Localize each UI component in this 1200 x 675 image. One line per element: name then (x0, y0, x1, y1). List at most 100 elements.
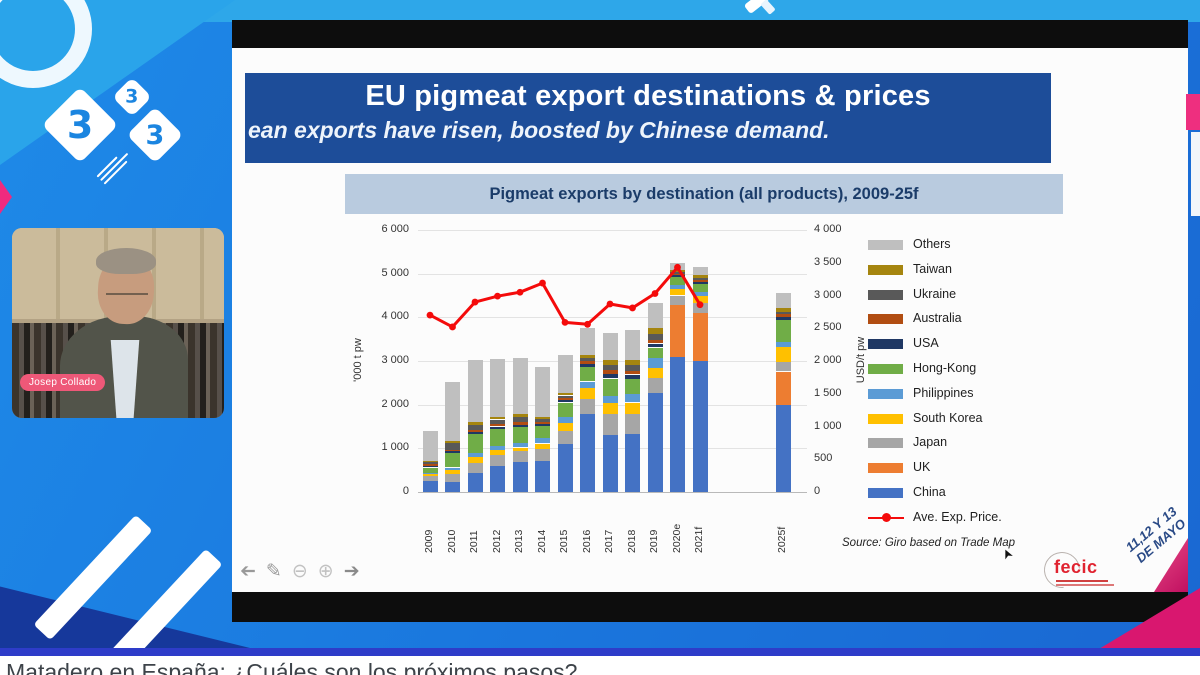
bar-segment-china (625, 434, 640, 492)
bar-segment-japan (692, 303, 708, 314)
slide-subtitle: ean exports have risen, boosted by Chine… (248, 117, 830, 143)
legend-item-ukraine: Ukraine (868, 286, 1078, 304)
left-axis-tick: 5 000 (381, 266, 409, 279)
bar-segment-usa (602, 373, 618, 379)
bar-segment-others (775, 293, 791, 308)
bar-segment-ukraine (775, 311, 791, 315)
bar-segment-philippines (580, 381, 595, 389)
bar-segment-south-korea (490, 450, 505, 455)
legend-label: Australia (913, 311, 962, 326)
bar-segment-australia (422, 463, 438, 467)
bar-segment-ukraine (445, 443, 460, 450)
x-axis-label: 2010 (445, 529, 458, 553)
slide-toolbar: ➔ ✎ ⊖ ⊕ ➔ (240, 560, 360, 582)
bar-segment-taiwan (467, 422, 483, 425)
bar-segment-others (467, 359, 483, 423)
bar-segment-ukraine (580, 358, 595, 361)
speaker-glasses (106, 284, 148, 295)
bar-segment-south-korea (422, 474, 438, 477)
bar-segment-usa (445, 451, 460, 454)
bar-segment-hong-kong (775, 320, 791, 343)
bar-segment-japan (490, 454, 505, 467)
bar-segment-china (490, 466, 505, 492)
bar-segment-australia (775, 314, 791, 317)
bar-segment-philippines (625, 394, 640, 403)
legend-label: Ave. Exp. Price. (913, 509, 1002, 524)
bar-segment-hong-kong (422, 467, 438, 473)
bar-segment-usa (557, 400, 573, 403)
bar-segment-ukraine (557, 395, 573, 398)
legend-item-usa: USA (868, 335, 1078, 353)
zoom-in-button[interactable]: ⊕ (317, 560, 334, 582)
bar-segment-japan (422, 476, 438, 482)
bar-segment-ukraine (602, 364, 618, 370)
x-axis-label: 2017 (603, 529, 615, 553)
bar-segment-others (535, 366, 550, 417)
bar-segment-philippines (467, 452, 483, 457)
bar-segment-australia (557, 397, 573, 401)
legend-item-uk: UK (868, 459, 1078, 477)
left-axis-tick: 1 000 (381, 441, 409, 454)
bar-segment-south-korea (692, 296, 708, 304)
bar-segment-ukraine (490, 419, 505, 425)
x-axis-label: 2016 (580, 529, 593, 553)
bar-segment-hong-kong (647, 347, 663, 358)
previous-slide-button[interactable]: ➔ (240, 560, 256, 582)
draw-pencil-button[interactable]: ✎ (265, 560, 282, 582)
bar-segment-south-korea (580, 388, 595, 399)
slide-title: EU pigmeat export destinations & prices (365, 80, 931, 112)
legend-item-australia: Australia (868, 310, 1078, 328)
legend-item-others: Others (868, 236, 1078, 254)
bar-segment-ukraine (467, 424, 483, 430)
legend-item-japan: Japan (868, 434, 1078, 452)
zoom-out-button[interactable]: ⊖ (291, 560, 308, 582)
bar-segment-usa (692, 282, 708, 284)
logo-digit: 3 (66, 102, 94, 147)
legend-line-marker (868, 516, 904, 520)
bar-segment-hong-kong (467, 434, 483, 453)
gridline (418, 492, 807, 493)
bar-segment-hong-kong (557, 402, 573, 417)
bar-segment-philippines (422, 472, 438, 475)
right-axis-tick: 0 (814, 485, 821, 497)
bar-segment-usa (625, 374, 640, 379)
bar-segment-south-korea (670, 288, 685, 296)
bar-segment-ukraine (625, 365, 640, 371)
bar-segment-south-korea (625, 402, 640, 414)
legend-swatch (868, 438, 903, 449)
legend-label: Ukraine (913, 286, 957, 301)
bar-segment-japan (445, 474, 460, 482)
bar-segment-china (602, 435, 618, 492)
bar-segment-japan (512, 451, 528, 463)
fecic-logo: fecic (1036, 544, 1124, 596)
bar-segment-hong-kong (670, 277, 685, 286)
bar-segment-hong-kong (490, 428, 505, 446)
bar-segment-hong-kong (692, 283, 708, 293)
legend-swatch (868, 488, 903, 498)
fecic-tagline-line (1056, 584, 1114, 586)
bar-segment-china (535, 460, 550, 492)
bar-segment-taiwan (512, 414, 528, 417)
bar-segment-others (512, 357, 528, 415)
next-slide-button[interactable]: ➔ (343, 560, 360, 582)
bar-segment-taiwan (692, 275, 708, 278)
legend-label: Japan (913, 435, 948, 450)
bar-segment-south-korea (602, 403, 618, 415)
left-axis-tick: 2 000 (381, 397, 409, 410)
chart-area: 0 1 000 2 000 3 000 4 000 5 000 6 000 0 500 1 000… (232, 20, 1188, 622)
bar-segment-philippines (647, 357, 663, 368)
bar-segment-taiwan (647, 327, 663, 334)
legend-swatch (868, 388, 903, 399)
right-axis-tick: 1 000 (814, 419, 842, 432)
logo-caption-lines (94, 147, 133, 186)
bar-segment-japan (467, 463, 483, 474)
legend-item-china: China (868, 484, 1078, 502)
bar-segment-australia (490, 424, 505, 427)
fecic-tagline-line (1056, 580, 1108, 582)
bar-segment-australia (670, 273, 685, 276)
bar-segment-philippines (535, 438, 550, 444)
right-axis-tick: 3 000 (814, 288, 842, 301)
bar-segment-usa (490, 426, 505, 429)
bar-segment-hong-kong (580, 366, 595, 382)
bar-segment-china (445, 482, 460, 492)
